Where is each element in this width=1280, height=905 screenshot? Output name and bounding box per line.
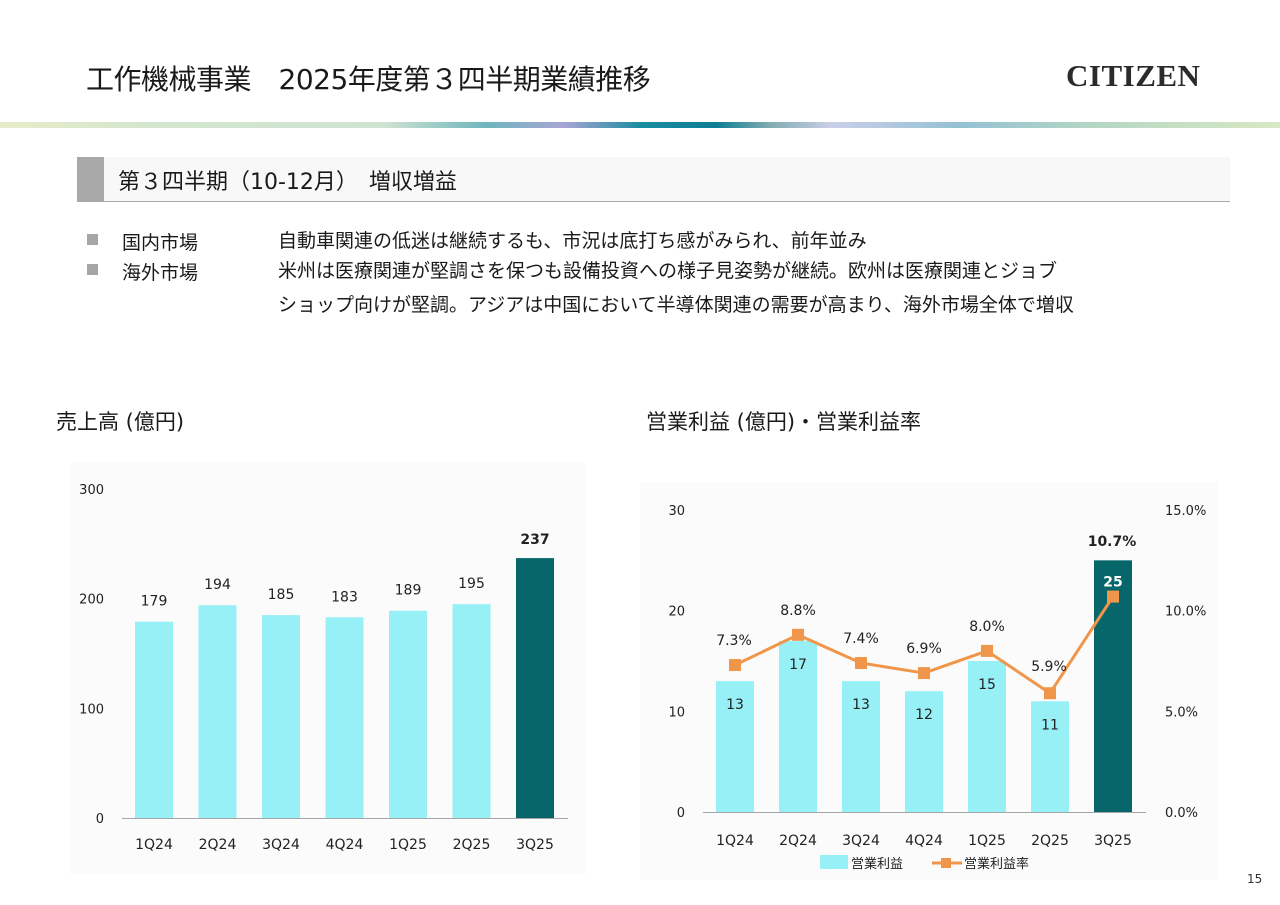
y-left-tick-label: 10 <box>668 705 685 720</box>
profit-bar-3Q24 <box>842 681 880 812</box>
data-label: 237 <box>520 532 549 548</box>
data-label: 195 <box>458 576 485 592</box>
profit-bar-label: 17 <box>789 657 807 673</box>
page-number: 15 <box>1247 872 1263 886</box>
bar-4Q24 <box>325 617 364 818</box>
margin-marker <box>729 659 741 672</box>
profit-chart-title: 営業利益 (億円)・営業利益率 <box>646 410 922 434</box>
x-tick-label: 2Q25 <box>453 837 491 853</box>
x-tick-label: 1Q24 <box>135 837 173 853</box>
x-tick-label: 3Q25 <box>1094 833 1132 849</box>
y-left-tick-label: 0 <box>677 806 685 821</box>
profit-bar-label: 25 <box>1103 574 1122 590</box>
y-left-tick-label: 20 <box>668 605 685 620</box>
margin-label: 10.7% <box>1088 534 1137 550</box>
legend-swatch-bar <box>820 855 848 869</box>
margin-label: 8.0% <box>969 619 1005 635</box>
profit-bar-4Q24 <box>905 691 943 812</box>
profit-bar-label: 12 <box>915 707 933 723</box>
bar-1Q24 <box>135 621 173 818</box>
y-tick-label: 100 <box>79 702 104 717</box>
x-tick-label: 1Q24 <box>716 833 754 849</box>
y-tick-label: 300 <box>79 483 104 498</box>
y-right-tick-label: 5.0% <box>1165 705 1198 720</box>
margin-marker <box>1044 687 1056 700</box>
market-text-overseas-line2: ショップ向けが堅調。アジアは中国において半導体関連の需要が高まり、海外市場全体で… <box>278 294 1074 316</box>
margin-marker <box>981 644 993 657</box>
profit-bar-1Q24 <box>716 681 754 812</box>
profit-bar-2Q24 <box>779 640 817 812</box>
y-right-tick-label: 15.0% <box>1165 504 1206 519</box>
market-label-overseas: 海外市場 <box>122 262 199 284</box>
citizen-logo: CITIZEN <box>1066 58 1201 93</box>
decorative-stripe <box>0 122 1280 128</box>
legend-label-profit: 営業利益 <box>851 856 903 872</box>
data-label: 194 <box>204 577 231 593</box>
margin-marker <box>855 657 867 670</box>
profit-bar-label: 13 <box>726 697 744 713</box>
x-tick-label: 4Q24 <box>326 837 364 853</box>
market-label-domestic: 国内市場 <box>122 232 199 254</box>
y-tick-label: 200 <box>79 593 104 608</box>
sales-chart-title: 売上高 (億円) <box>56 410 185 434</box>
bar-3Q24 <box>262 615 300 818</box>
x-tick-label: 2Q25 <box>1031 833 1069 849</box>
section-heading: 第３四半期（10-12月） 増収増益 <box>77 157 1230 202</box>
x-tick-label: 2Q24 <box>199 837 237 853</box>
data-label: 185 <box>268 587 295 603</box>
x-tick-label: 3Q25 <box>516 837 554 853</box>
margin-marker <box>792 628 804 641</box>
margin-label: 8.8% <box>780 603 816 619</box>
data-label: 183 <box>331 589 358 605</box>
margin-marker <box>1107 590 1119 603</box>
data-label: 189 <box>395 583 422 599</box>
margin-label: 7.3% <box>716 633 752 649</box>
margin-label: 7.4% <box>843 631 879 647</box>
bar-1Q25 <box>389 610 427 818</box>
legend-swatch-marker <box>941 858 951 868</box>
y-right-tick-label: 10.0% <box>1165 605 1206 620</box>
x-tick-label: 4Q24 <box>905 833 943 849</box>
margin-label: 6.9% <box>906 641 942 657</box>
page-title: 工作機械事業 2025年度第３四半期業績推移 <box>86 63 651 96</box>
data-label: 179 <box>141 594 168 610</box>
margin-marker <box>918 667 930 680</box>
x-tick-label: 1Q25 <box>389 837 427 853</box>
bar-3Q25 <box>516 558 554 818</box>
profit-bar-label: 15 <box>978 677 996 693</box>
bar-2Q25 <box>452 604 491 818</box>
bullet-square-icon <box>87 264 98 275</box>
bullet-square-icon <box>87 234 98 245</box>
profit-bar-label: 13 <box>852 697 870 713</box>
y-left-tick-label: 30 <box>668 504 685 519</box>
profit-bar-2Q25 <box>1031 701 1069 812</box>
x-tick-label: 2Q24 <box>779 833 817 849</box>
legend-label-margin: 営業利益率 <box>964 856 1029 872</box>
market-text-overseas-line1: 米州は医療関連が堅調さを保つも設備投資への様子見姿勢が継続。欧州は医療関連とジョ… <box>278 260 1058 282</box>
profit-bar-1Q25 <box>968 661 1006 812</box>
section-title: 第３四半期（10-12月） 増収増益 <box>118 170 457 195</box>
x-tick-label: 3Q24 <box>842 833 880 849</box>
bar-2Q24 <box>198 605 237 818</box>
margin-label: 5.9% <box>1031 659 1067 675</box>
profit-bar-label: 11 <box>1041 717 1059 733</box>
y-tick-label: 0 <box>96 812 104 827</box>
market-text-domestic: 自動車関連の低迷は継続するも、市況は底打ち感がみられ、前年並み <box>278 230 867 252</box>
x-tick-label: 1Q25 <box>968 833 1006 849</box>
x-tick-label: 3Q24 <box>262 837 300 853</box>
section-marker <box>77 157 104 201</box>
y-right-tick-label: 0.0% <box>1165 806 1198 821</box>
